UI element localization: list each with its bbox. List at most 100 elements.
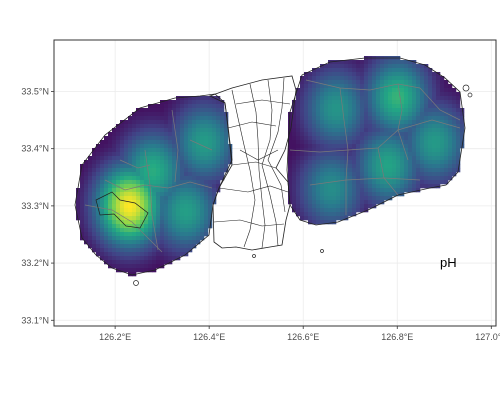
raster-cell [452,144,457,149]
raster-cell [92,188,97,193]
raster-cell [296,172,301,177]
raster-cell [364,180,369,185]
raster-cell [212,124,217,129]
raster-cell [356,200,361,205]
raster-cell [148,104,153,109]
raster-cell [420,152,425,157]
raster-cell [176,132,181,137]
raster-cell [176,176,181,181]
raster-cell [388,136,393,141]
raster-cell [372,160,377,165]
raster-cell [116,212,121,217]
raster-cell [344,108,349,113]
raster-cell [428,108,433,113]
raster-cell [372,132,377,137]
raster-cell [168,184,173,189]
raster-cell [200,156,205,161]
raster-cell [360,104,365,109]
raster-cell [392,168,397,173]
raster-cell [104,204,109,209]
raster-cell [400,92,405,97]
raster-cell [336,172,341,177]
raster-cell [148,108,153,113]
raster-cell [400,96,405,101]
raster-cell [340,76,345,81]
raster-cell [400,104,405,109]
raster-cell [356,168,361,173]
raster-cell [304,156,309,161]
raster-cell [444,172,449,177]
raster-cell [212,196,217,201]
raster-cell [160,244,165,249]
raster-cell [308,96,313,101]
raster-cell [400,60,405,65]
raster-cell [368,192,373,197]
raster-cell [340,204,345,209]
raster-cell [296,196,301,201]
raster-cell [372,72,377,77]
raster-cell [132,236,137,241]
raster-cell [164,260,169,265]
raster-cell [304,136,309,141]
raster-cell [116,124,121,129]
raster-cell [100,180,105,185]
raster-cell [384,148,389,153]
raster-cell [128,264,133,269]
island-marker [320,249,324,253]
raster-cell [408,132,413,137]
raster-cell [316,112,321,117]
raster-cell [328,72,333,77]
raster-cell [344,120,349,125]
raster-cell [368,188,373,193]
raster-cell [168,136,173,141]
raster-cell [228,160,233,165]
raster-cell [300,88,305,93]
raster-cell [220,144,225,149]
raster-cell [312,76,317,81]
raster-cell [376,152,381,157]
raster-cell [304,88,309,93]
raster-cell [304,176,309,181]
raster-cell [208,160,213,165]
raster-cell [332,92,337,97]
raster-cell [312,144,317,149]
raster-cell [116,260,121,265]
raster-cell [456,104,461,109]
raster-cell [140,152,145,157]
raster-cell [424,112,429,117]
raster-cell [160,116,165,121]
raster-cell [216,180,221,185]
raster-cell [132,132,137,137]
raster-cell [336,164,341,169]
raster-cell [392,164,397,169]
raster-cell [188,220,193,225]
raster-cell [300,120,305,125]
raster-cell [184,228,189,233]
raster-cell [448,132,453,137]
raster-cell [148,260,153,265]
raster-cell [104,140,109,145]
raster-cell [296,96,301,101]
raster-cell [352,156,357,161]
raster-cell [384,140,389,145]
raster-cell [96,148,101,153]
raster-cell [452,116,457,121]
raster-cell [196,212,201,217]
raster-cell [296,120,301,125]
raster-cell [324,196,329,201]
raster-cell [416,156,421,161]
raster-cell [92,168,97,173]
raster-cell [456,164,461,169]
raster-cell [384,172,389,177]
raster-cell [152,264,157,269]
raster-cell [332,196,337,201]
raster-cell [420,80,425,85]
raster-cell [300,108,305,113]
raster-cell [80,180,85,185]
raster-cell [136,204,141,209]
raster-cell [412,104,417,109]
raster-cell [172,192,177,197]
raster-cell [384,152,389,157]
raster-cell [140,208,145,213]
raster-cell [340,164,345,169]
